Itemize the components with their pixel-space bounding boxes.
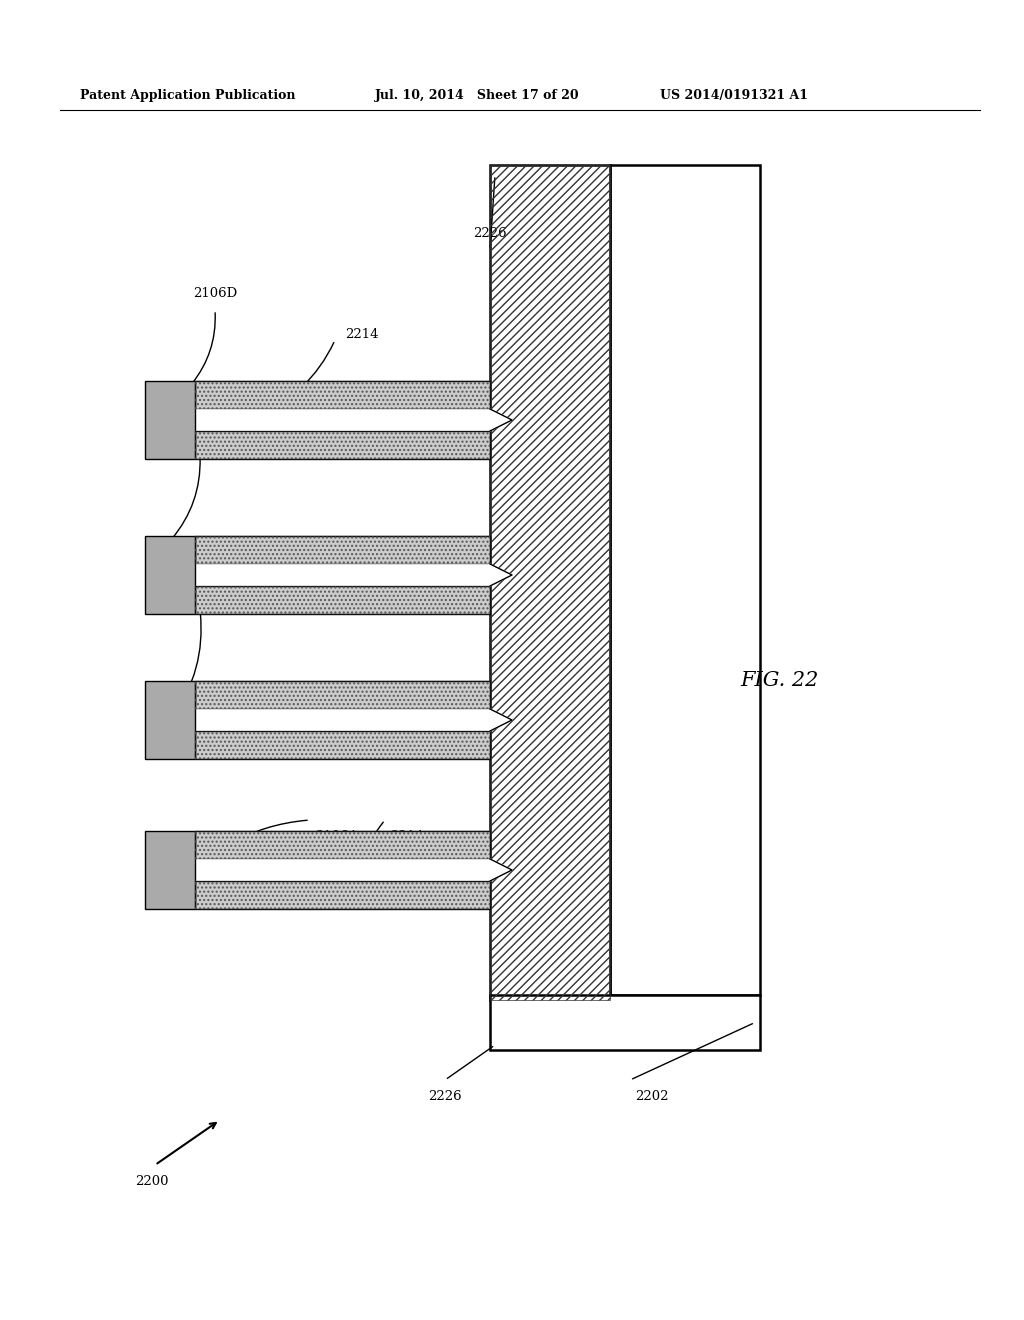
Bar	[195, 564, 490, 586]
Bar	[195, 409, 490, 432]
Bar	[195, 880, 490, 909]
Bar	[195, 432, 490, 459]
Bar	[195, 536, 490, 564]
Bar	[195, 381, 490, 409]
Polygon shape	[490, 564, 512, 586]
Bar	[145, 536, 195, 614]
Text: 2202: 2202	[635, 1090, 669, 1104]
Polygon shape	[490, 859, 512, 880]
Text: 2214: 2214	[345, 329, 379, 342]
Bar	[490, 165, 610, 1001]
Bar	[145, 832, 195, 909]
Bar	[195, 859, 490, 880]
Bar	[195, 536, 490, 564]
Text: 2106C: 2106C	[173, 432, 217, 445]
Bar	[195, 586, 490, 614]
Text: Patent Application Publication: Patent Application Publication	[80, 88, 296, 102]
Bar	[195, 681, 490, 709]
Bar	[195, 709, 490, 731]
Bar	[195, 731, 490, 759]
Text: US 2014/0191321 A1: US 2014/0191321 A1	[660, 88, 808, 102]
Text: 2226: 2226	[428, 1090, 462, 1104]
Bar	[195, 731, 490, 759]
Polygon shape	[490, 409, 512, 432]
Bar	[195, 432, 490, 459]
Bar	[195, 586, 490, 614]
Bar	[195, 681, 490, 709]
Bar	[195, 832, 490, 859]
Text: 2200: 2200	[135, 1175, 169, 1188]
Bar	[490, 165, 610, 1001]
Bar	[610, 165, 760, 995]
Text: Jul. 10, 2014   Sheet 17 of 20: Jul. 10, 2014 Sheet 17 of 20	[375, 88, 580, 102]
Bar	[490, 995, 760, 1049]
Bar	[195, 880, 490, 909]
Text: 2106B: 2106B	[173, 587, 217, 601]
Bar	[145, 381, 195, 459]
Text: 2106A: 2106A	[315, 830, 358, 843]
Text: 2226: 2226	[473, 227, 507, 240]
Bar	[195, 832, 490, 859]
Text: 2214: 2214	[390, 830, 424, 843]
Text: 2106D: 2106D	[193, 286, 238, 300]
Polygon shape	[490, 709, 512, 731]
Bar	[145, 681, 195, 759]
Bar	[195, 381, 490, 409]
Text: FIG. 22: FIG. 22	[740, 671, 819, 689]
